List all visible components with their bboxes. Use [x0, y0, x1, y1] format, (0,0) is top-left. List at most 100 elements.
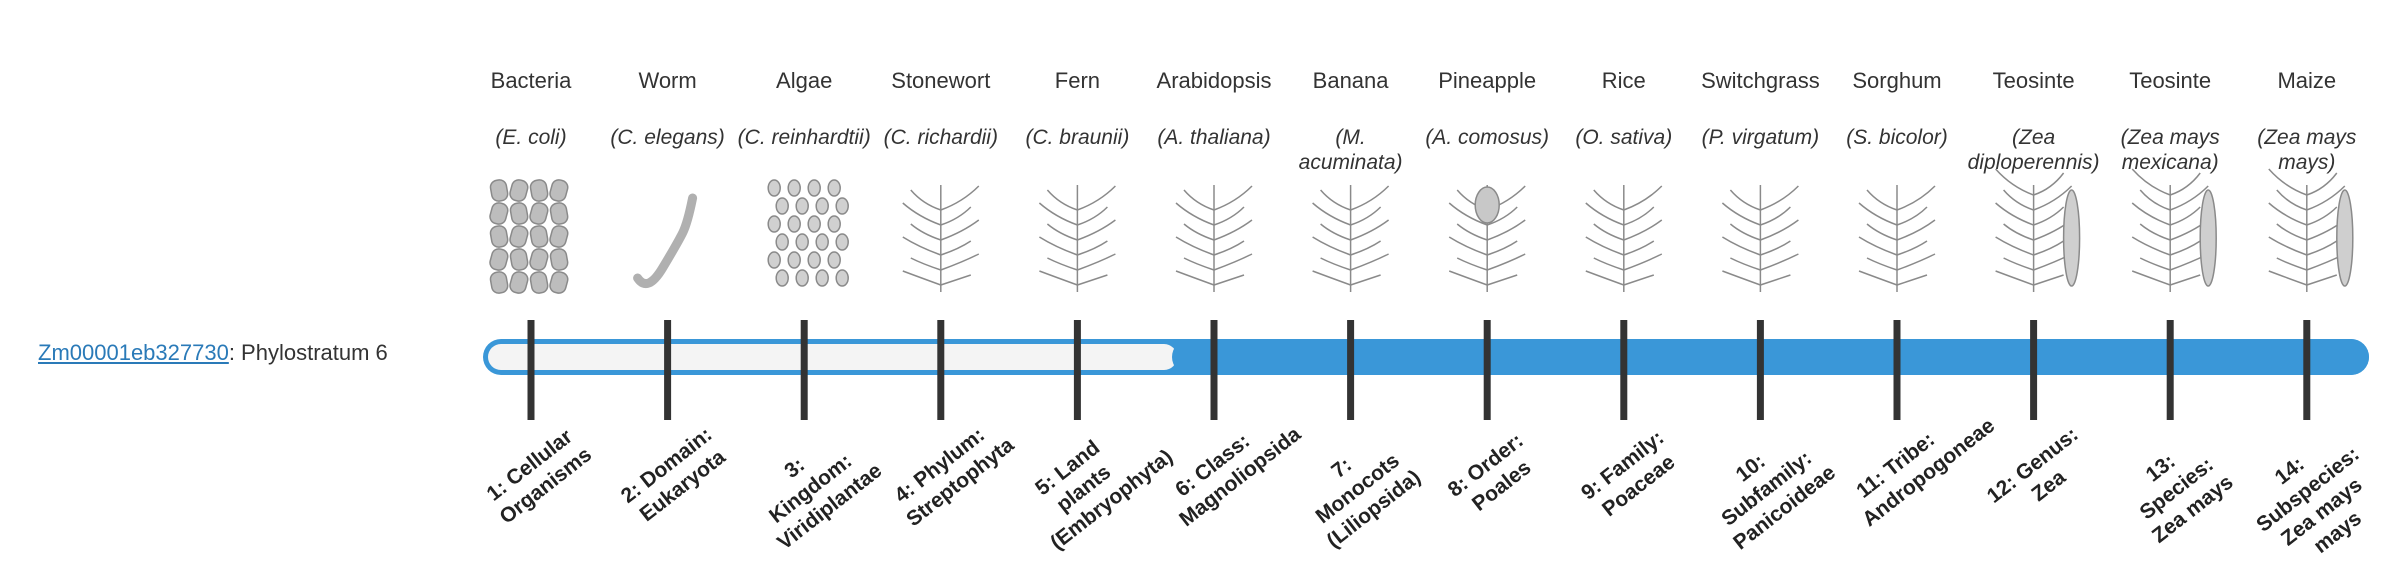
leaf [2276, 257, 2308, 271]
leaf [2139, 257, 2171, 271]
leaf [1896, 206, 1928, 226]
leaf [1760, 185, 1799, 211]
leaf [1350, 274, 1381, 286]
leaf [2306, 274, 2338, 286]
leaf [1213, 206, 1245, 226]
cell [795, 233, 809, 251]
leaf [1456, 257, 1488, 271]
leaf [1077, 253, 1116, 271]
leaf [1486, 240, 1518, 256]
cell [835, 197, 849, 215]
leaf [1623, 219, 1663, 241]
cell [787, 251, 801, 269]
organism-species: (P. virgatum) [1701, 126, 1820, 149]
cell [509, 202, 529, 225]
leaf [1486, 219, 1526, 241]
leaf [2169, 206, 2201, 226]
leaf [1760, 274, 1791, 286]
leaf [2306, 185, 2346, 211]
organism-name: Bacteria [490, 68, 572, 93]
leaf [1077, 185, 1116, 211]
leaf [2003, 223, 2034, 241]
leaf [2169, 172, 2201, 196]
leaf [1593, 189, 1625, 211]
leaf [1995, 270, 2034, 286]
leaf [1896, 274, 1928, 286]
worm [633, 193, 698, 289]
organism-illustration [1312, 185, 1390, 292]
leaf [1350, 240, 1382, 256]
leaf [1866, 257, 1898, 271]
leaf [940, 240, 972, 256]
cell [549, 202, 569, 225]
leaf [1213, 274, 1245, 286]
leaf [1995, 168, 2034, 196]
organism-species: (A. thaliana) [1157, 126, 1271, 149]
leaf [2268, 236, 2308, 256]
cell [815, 269, 829, 287]
leaf [940, 185, 980, 211]
leaf [2268, 270, 2308, 286]
bar-filled-join [1190, 339, 2351, 375]
leaf [1760, 206, 1791, 226]
cell [489, 179, 509, 202]
leaf [1077, 274, 1108, 286]
leaf [1760, 240, 1791, 256]
cell [807, 179, 821, 197]
cob [2199, 189, 2217, 287]
leaf [1039, 270, 1078, 286]
cell [775, 233, 789, 251]
leaf [1722, 236, 1761, 256]
organism-illustration [2131, 168, 2217, 292]
leaf [1730, 257, 1761, 271]
leaf [1448, 202, 1488, 226]
leaf [1183, 189, 1215, 211]
organism-illustration [1721, 185, 1799, 292]
leaf [1213, 185, 1253, 211]
leaf [1448, 236, 1488, 256]
organism-illustration [1038, 185, 1116, 292]
leaf [1623, 274, 1655, 286]
gene-link[interactable]: Zm00001eb327730 [38, 340, 229, 365]
leaf [1486, 274, 1518, 286]
leaf [2276, 223, 2308, 241]
leaf [2003, 257, 2034, 271]
leaf [2131, 202, 2171, 226]
leaf [2131, 270, 2171, 286]
leaf [1585, 236, 1625, 256]
leaf [2306, 172, 2338, 196]
cell [807, 215, 821, 233]
leaf [1312, 236, 1351, 256]
cell [795, 269, 809, 287]
leaf [910, 189, 942, 211]
leaf [2169, 240, 2201, 256]
cell [795, 197, 809, 215]
leaf [1623, 206, 1655, 226]
leaf [1858, 270, 1898, 286]
leaf [1896, 253, 1936, 271]
cell [815, 197, 829, 215]
leaf [2139, 223, 2171, 241]
cell [489, 225, 509, 248]
leaf [1213, 253, 1253, 271]
leaf [2306, 206, 2338, 226]
leaf [2033, 206, 2065, 226]
leaf [2306, 240, 2338, 256]
cell [767, 251, 781, 269]
organism-name: Fern [1054, 68, 1101, 93]
organism-illustration [1175, 185, 1253, 292]
leaf [1729, 189, 1761, 211]
cell [509, 225, 529, 248]
organism-name: Rice [1601, 68, 1646, 93]
organism-species: (M. acuminata) [1298, 126, 1403, 174]
organism-name: Switchgrass [1701, 68, 1820, 93]
leaf [1183, 223, 1215, 241]
leaf [1046, 189, 1078, 211]
leaf [1312, 270, 1351, 286]
organism-species: (E. coli) [495, 126, 567, 149]
leaf [1183, 257, 1215, 271]
leaf [1896, 240, 1928, 256]
leaf [1350, 206, 1382, 226]
organism-illustration [633, 193, 698, 289]
